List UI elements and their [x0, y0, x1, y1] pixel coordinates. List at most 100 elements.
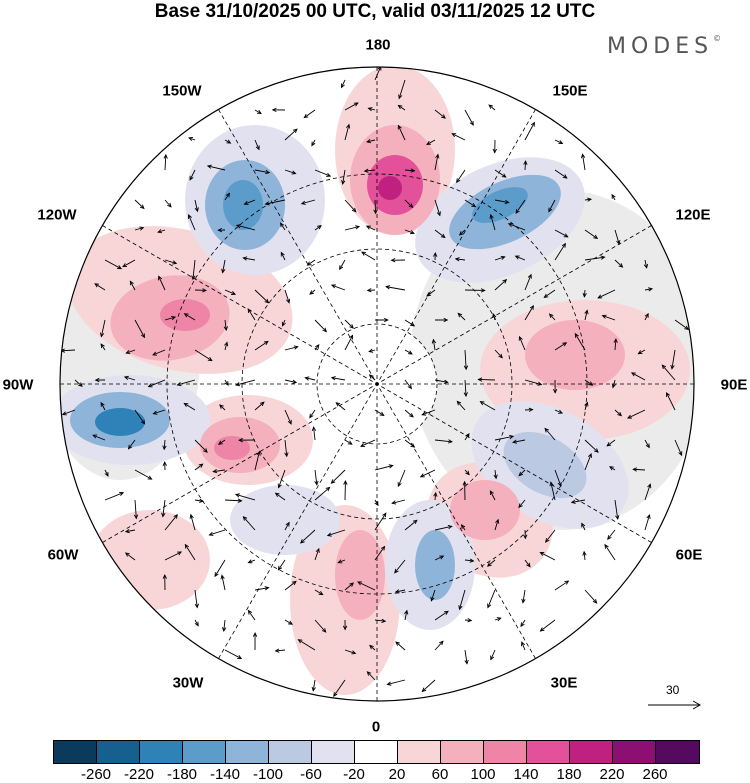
wind-arrow	[421, 409, 436, 416]
wind-arrow	[434, 199, 441, 217]
wind-arrow	[493, 469, 498, 480]
wind-arrow	[247, 308, 256, 321]
wind-arrow	[217, 439, 226, 445]
wind-arrow	[339, 259, 346, 271]
wind-arrow	[554, 229, 569, 238]
wind-arrow	[277, 559, 286, 571]
wind-arrow	[374, 545, 386, 561]
wind-arrow	[494, 518, 500, 531]
wind-arrow	[613, 338, 618, 351]
wind-arrow	[252, 632, 258, 651]
wind-arrow	[344, 334, 354, 351]
wind-arrow	[161, 499, 166, 518]
wind-arrow	[543, 289, 556, 298]
wind-arrow	[297, 639, 316, 651]
wind-arrow	[133, 499, 139, 520]
wind-arrow	[220, 574, 226, 591]
wind-arrow	[164, 514, 178, 531]
wind-arrow	[157, 229, 166, 234]
wind-arrow	[488, 104, 496, 111]
wind-arrow	[99, 319, 106, 338]
wind-arrow	[421, 679, 436, 693]
colorbar-tick-label: -220	[123, 766, 155, 783]
wind-arrow	[254, 401, 265, 411]
wind-arrow	[584, 229, 599, 240]
wind-arrow	[274, 648, 286, 653]
wind-arrow	[554, 409, 564, 414]
map-title: Base 31/10/2025 00 UTC, valid 03/11/2025…	[154, 1, 596, 22]
wind-arrow	[521, 641, 526, 651]
wind-arrow	[670, 349, 676, 370]
wind-arrow	[521, 589, 526, 604]
wind-arrow	[434, 229, 446, 239]
anomaly-neg-core	[95, 408, 145, 436]
reference-vector-arrow	[648, 700, 702, 710]
wind-arrow	[164, 315, 177, 321]
anomaly-pos-core	[378, 176, 402, 200]
wind-arrow	[674, 439, 683, 457]
wind-arrow	[604, 543, 616, 561]
wind-arrow	[123, 375, 136, 381]
wind-arrow	[518, 335, 526, 351]
lon-label-90e: 90E	[720, 376, 748, 394]
wind-arrow	[224, 289, 237, 295]
wind-arrow	[304, 376, 316, 381]
wind-arrow	[609, 466, 616, 471]
anomaly-neg-medium	[503, 431, 587, 499]
wind-arrow	[606, 439, 616, 447]
wind-arrow	[344, 199, 357, 213]
anomaly-neg-light	[230, 485, 340, 555]
wind-arrow	[554, 342, 568, 351]
wind-arrow	[254, 450, 261, 471]
wind-arrow	[366, 288, 376, 293]
wind-arrow	[366, 139, 376, 144]
wind-arrow	[434, 555, 445, 561]
wind-arrow	[548, 199, 556, 213]
wind-arrow	[361, 251, 376, 261]
wind-arrow	[344, 102, 359, 111]
wind-arrow	[183, 313, 196, 321]
wind-arrow	[184, 543, 196, 561]
colorbar-swatch	[613, 741, 656, 763]
colorbar-tick-label: 180	[556, 766, 582, 783]
colorbar-tick-label: 260	[642, 766, 668, 783]
wind-arrow	[539, 551, 556, 561]
wind-arrow	[343, 480, 348, 501]
wind-arrow	[584, 452, 592, 471]
lon-label-120e: 120E	[675, 206, 711, 224]
wind-arrow	[584, 589, 598, 604]
wind-arrow	[368, 348, 376, 353]
wind-arrow	[404, 609, 409, 621]
wind-arrow	[264, 199, 286, 206]
wind-arrow	[601, 314, 616, 321]
wind-arrow	[518, 469, 526, 477]
wind-arrow	[581, 522, 586, 531]
wind-arrow	[314, 469, 319, 486]
wind-arrow	[637, 349, 646, 355]
wind-arrow	[306, 259, 316, 266]
parallel-circle	[241, 248, 513, 520]
wind-arrow	[242, 256, 256, 261]
wind-arrow	[554, 580, 570, 591]
wind-arrow	[426, 289, 436, 297]
wind-arrow	[314, 169, 332, 177]
wind-arrow	[330, 284, 346, 291]
wind-arrow	[464, 109, 474, 126]
wind-arrow	[274, 492, 286, 501]
anomaly-pos-core	[214, 436, 250, 460]
modes-logo: MODES©	[607, 34, 721, 59]
lon-label-150e: 150E	[552, 82, 588, 100]
wind-arrow	[494, 617, 502, 622]
lon-label-150w: 150W	[162, 82, 202, 100]
wind-arrow	[523, 529, 528, 540]
wind-arrow	[314, 589, 324, 596]
wind-arrow	[235, 379, 256, 387]
wind-arrow	[554, 169, 568, 179]
wind-arrow	[512, 439, 526, 444]
wind-arrow	[584, 439, 599, 453]
wind-arrow	[630, 372, 646, 381]
wind-arrow	[309, 409, 316, 419]
wind-arrow	[219, 404, 226, 411]
wind-arrow	[333, 679, 346, 698]
wind-arrow	[92, 434, 106, 441]
